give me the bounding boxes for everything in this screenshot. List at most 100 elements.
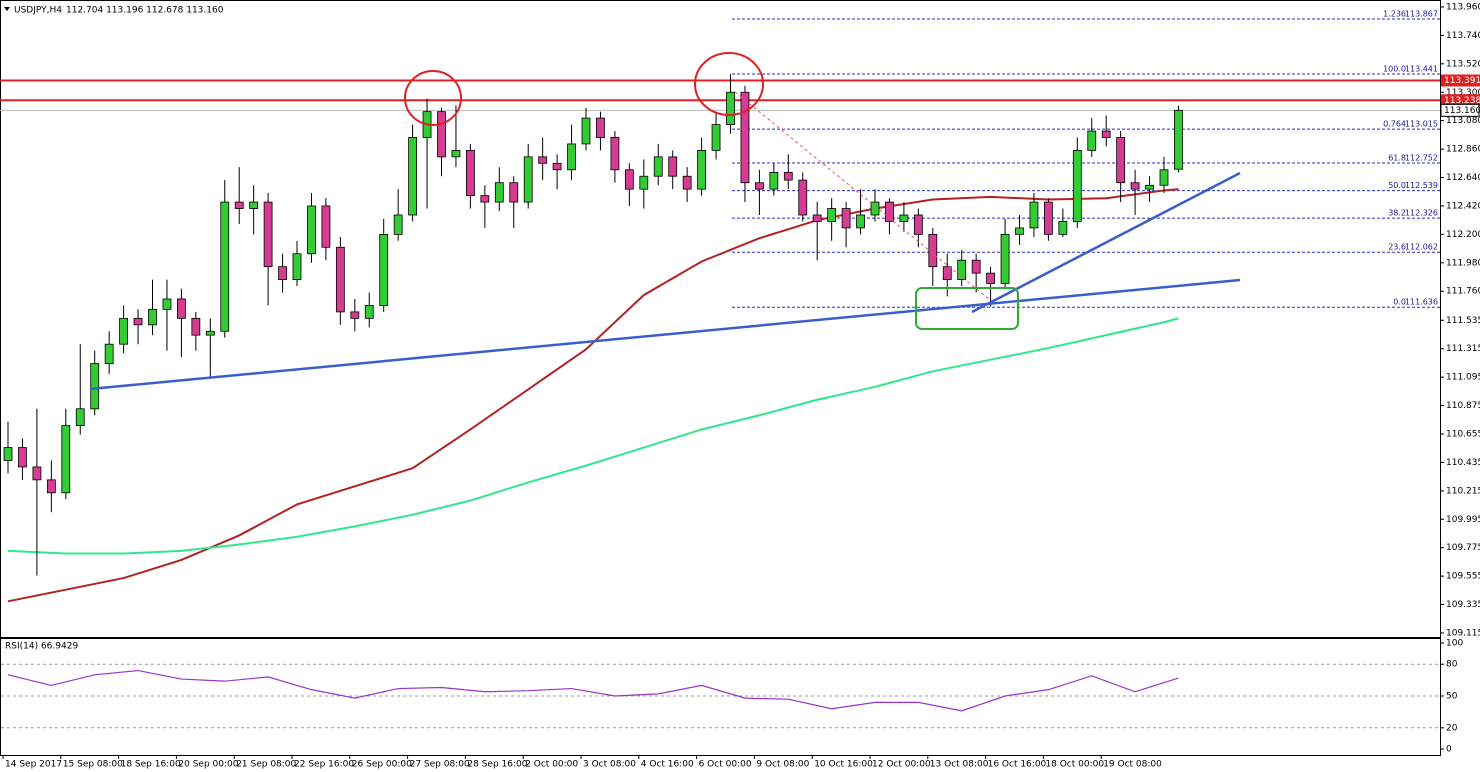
fib-level: 61.8: [1388, 154, 1406, 163]
x-tick-label: 26 Sep 00:00: [352, 760, 412, 770]
candle-body: [1044, 201, 1053, 235]
x-tick-label: 9 Oct 08:00: [756, 760, 809, 770]
highlight-box: [915, 287, 1019, 330]
fib-level: 50.0: [1388, 181, 1406, 190]
candle-body: [104, 343, 114, 364]
candle-body: [957, 259, 967, 280]
candle-body: [191, 317, 201, 336]
x-tick-label: 21 Sep 08:00: [236, 760, 296, 770]
y-tick-label: 113.740: [1446, 31, 1480, 41]
candle-body: [1101, 130, 1111, 138]
candle-body: [567, 143, 576, 171]
y-tick-label: 113.960: [1446, 2, 1480, 12]
y-tick-label: 113.520: [1446, 59, 1480, 69]
x-tick-label: 4 Oct 16:00: [641, 760, 694, 770]
fib-price: 112.539: [1405, 181, 1438, 190]
candle-body: [870, 201, 880, 216]
candle-body: [18, 447, 27, 468]
candle-body: [437, 111, 446, 158]
main-frame: [0, 0, 1441, 638]
candle-body: [596, 117, 605, 138]
candle-body: [61, 425, 71, 494]
candle-body: [205, 330, 215, 336]
fib-level: 1.236: [1383, 9, 1406, 18]
candle-body: [307, 205, 316, 255]
moving-average: [7, 317, 1179, 555]
x-tick-label: 10 Oct 16:00: [814, 760, 873, 770]
resistance-label: 113.238: [1444, 96, 1480, 106]
candle-body: [827, 208, 837, 222]
highlight-circle: [404, 70, 462, 126]
candle-body: [913, 214, 923, 235]
y-tick-label: 111.315: [1446, 344, 1480, 354]
candle-body: [653, 156, 663, 177]
annotations: [89, 52, 1241, 391]
rsi-frame: [0, 638, 1441, 756]
candle-body: [899, 214, 909, 222]
y-tick-label: 110.655: [1446, 429, 1480, 439]
candle-body: [942, 266, 952, 280]
x-tick-label: 22 Sep 16:00: [294, 760, 354, 770]
fib-level: 38.2: [1388, 209, 1406, 218]
menu-arrow: [4, 7, 10, 11]
highlight-circle: [694, 52, 764, 116]
candle-body: [639, 175, 649, 190]
y-tick-label: 112.200: [1446, 230, 1480, 240]
candle-body: [755, 182, 764, 190]
fib-price: 112.326: [1405, 209, 1438, 218]
candle-body: [538, 156, 548, 164]
candle-body: [552, 162, 562, 171]
x-tick-label: 12 Oct 00:00: [872, 760, 931, 770]
candle-body: [32, 466, 42, 481]
candle-body: [263, 201, 273, 268]
y-tick-label: 111.980: [1446, 258, 1480, 268]
y-tick-label: 111.095: [1446, 373, 1480, 383]
y-tick-label: 113.300: [1446, 88, 1480, 98]
candle-body: [451, 149, 461, 158]
x-tick-label: 2 Oct 00:00: [525, 760, 578, 770]
candle-body: [3, 447, 13, 461]
y-tick-label: 110.875: [1446, 401, 1480, 411]
candle-body: [1145, 184, 1154, 190]
candle-body: [726, 91, 735, 125]
candle-body: [480, 195, 490, 203]
candle-body: [1130, 182, 1140, 190]
candle-body: [509, 182, 519, 203]
x-tick-label: 6 Oct 00:00: [699, 760, 752, 770]
rsi-tick-label: 50: [1446, 692, 1458, 702]
rsi-tick-label: 80: [1446, 660, 1458, 670]
fib-price: 113.867: [1405, 9, 1438, 18]
candle-body: [408, 137, 418, 216]
fib-diagonal: [734, 91, 991, 301]
x-tick-label: 13 Oct 08:00: [930, 760, 989, 770]
candle-body: [682, 175, 692, 190]
candle-body: [928, 233, 938, 268]
candle-body: [1015, 227, 1024, 235]
y-tick-label: 111.760: [1446, 287, 1480, 297]
rsi-tick-label: 0: [1446, 745, 1452, 755]
candle-body: [75, 408, 85, 426]
candle-body: [133, 317, 143, 326]
candle-body: [610, 137, 620, 171]
price-tag: [1440, 103, 1480, 117]
x-tick-label: 27 Sep 08:00: [410, 760, 470, 770]
candle-body: [856, 214, 865, 229]
candle-body: [841, 208, 851, 229]
candle-body: [234, 201, 244, 209]
candle-body: [393, 214, 403, 235]
candle-body: [46, 479, 56, 494]
candle-body: [783, 171, 793, 181]
price-tag: [1441, 74, 1480, 87]
candle-body: [292, 253, 302, 280]
ohlc: 112.704 113.196 112.678 113.160: [66, 6, 224, 16]
candle-body: [798, 179, 808, 216]
candle-body: [494, 182, 504, 203]
rsi-tick-label: 20: [1446, 723, 1458, 733]
candle-body: [1072, 149, 1082, 222]
candle-body: [90, 363, 100, 410]
candle-body: [581, 117, 591, 145]
y-tick-label: 109.555: [1446, 572, 1480, 582]
x-tick-label: 18 Sep 16:00: [121, 760, 181, 770]
y-tick-label: 110.435: [1446, 458, 1480, 468]
